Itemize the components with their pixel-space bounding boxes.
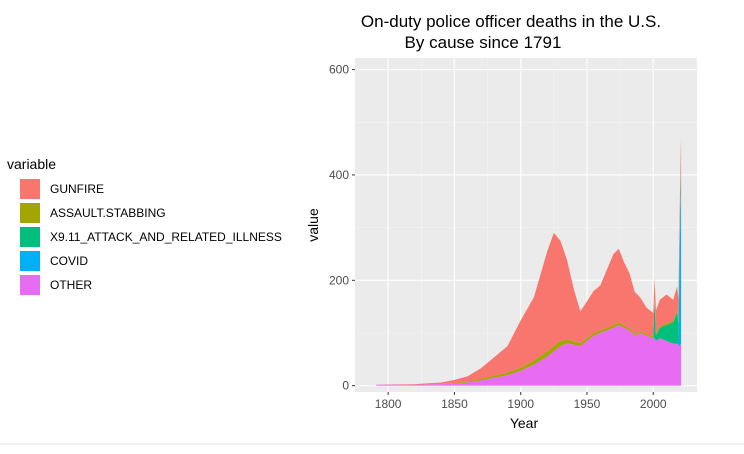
legend-label: OTHER: [50, 278, 92, 292]
chart-title: On-duty police officer deaths in the U.S…: [361, 12, 661, 31]
x-axis-label: Year: [510, 415, 539, 431]
y-tick-label: 400: [329, 168, 349, 182]
legend-title: variable: [7, 156, 56, 172]
legend-label: ASSAULT.STABBING: [50, 206, 166, 220]
x-tick-label: 1850: [441, 397, 468, 411]
x-axis: 1800 1850 1900 1950 2000: [375, 392, 667, 411]
legend-key: [20, 203, 40, 223]
x-tick-label: 2000: [640, 397, 667, 411]
area-series: [376, 133, 682, 386]
legend-items: GUNFIRE ASSAULT.STABBING X9.11_ATTACK_AND_…: [20, 179, 282, 295]
legend-key: [20, 275, 40, 295]
x-tick-label: 1900: [507, 397, 534, 411]
legend: variable GUNFIRE ASSAULT.STABBING X9.11_AT…: [7, 156, 282, 295]
y-tick-label: 600: [329, 63, 349, 77]
y-axis-label: value: [305, 208, 321, 242]
x-tick-label: 1800: [375, 397, 402, 411]
chart-subtitle: By cause since 1791: [405, 33, 562, 52]
legend-key: [20, 227, 40, 247]
y-axis: 0 200 400 600: [329, 63, 355, 393]
legend-key: [20, 251, 40, 271]
legend-label: GUNFIRE: [50, 182, 104, 196]
y-tick-label: 0: [342, 379, 349, 393]
legend-key: [20, 179, 40, 199]
x-tick-label: 1950: [574, 397, 601, 411]
area-gunfire: [376, 133, 682, 385]
legend-label: COVID: [50, 254, 88, 268]
area-other: [376, 325, 682, 386]
legend-label: X9.11_ATTACK_AND_RELATED_ILLNESS: [50, 230, 282, 244]
y-tick-label: 200: [329, 273, 349, 287]
area-assault-stabbing: [376, 165, 682, 385]
